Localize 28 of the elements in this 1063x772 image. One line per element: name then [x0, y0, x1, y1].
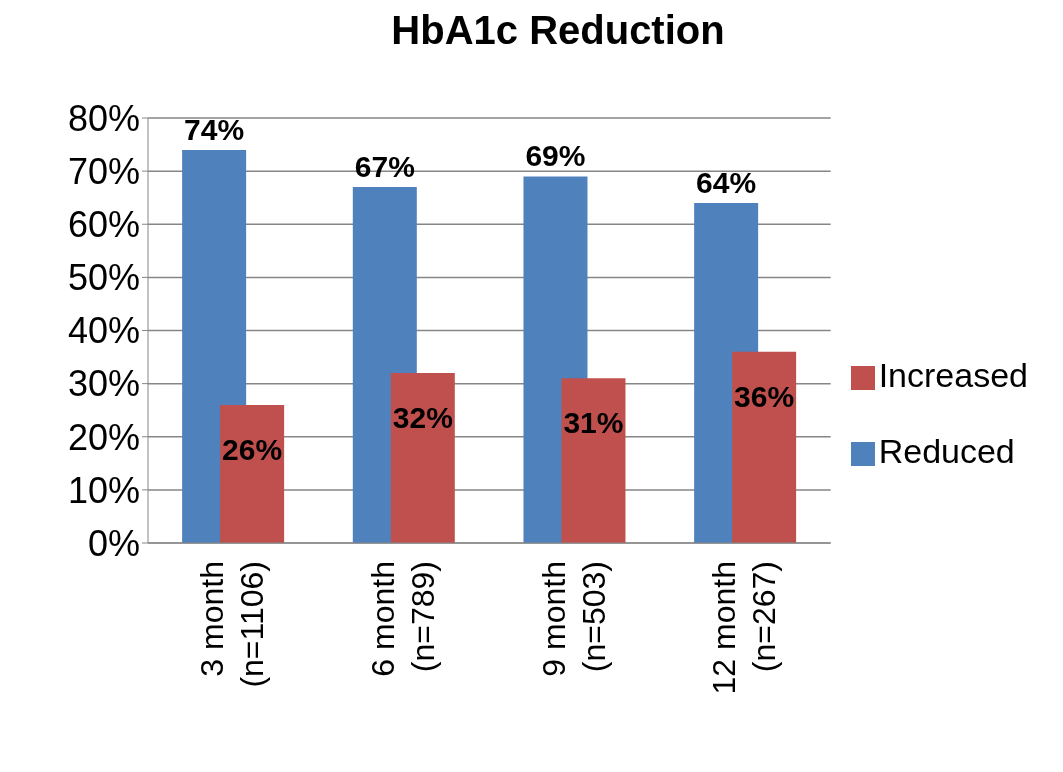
y-tick-label: 70% [67, 150, 140, 192]
legend-label: Increased [878, 356, 1028, 394]
data-label: 31% [563, 406, 624, 440]
bar [732, 351, 797, 543]
y-tick-label: 80% [67, 97, 140, 139]
bar [390, 373, 455, 543]
data-label: 67% [354, 150, 415, 184]
legend-label: Reduced [878, 432, 1015, 470]
data-label: 36% [734, 379, 795, 413]
data-label: 32% [392, 401, 453, 434]
y-tick-label: 20% [67, 416, 140, 458]
x-tick-label: 3 month (n=1106) [194, 561, 271, 688]
y-tick-label: 30% [67, 363, 140, 405]
x-tick-label: 12 month (n=267) [706, 561, 783, 695]
y-tick-label: 60% [67, 204, 140, 246]
data-label: 26% [222, 432, 283, 466]
data-label: 64% [696, 166, 757, 199]
y-tick-label: 10% [67, 469, 140, 511]
chart-title: HbA1c Reduction [390, 8, 726, 54]
data-label: 74% [184, 112, 245, 146]
bar [561, 378, 626, 543]
bar [220, 404, 285, 543]
x-tick-label: 9 month (n=503) [535, 561, 612, 677]
y-tick-label: 0% [87, 522, 140, 564]
x-tick-label: 6 month (n=789) [365, 561, 441, 677]
data-label: 69% [525, 139, 586, 173]
y-tick-label: 40% [67, 310, 140, 352]
y-tick-label: 50% [67, 257, 140, 299]
